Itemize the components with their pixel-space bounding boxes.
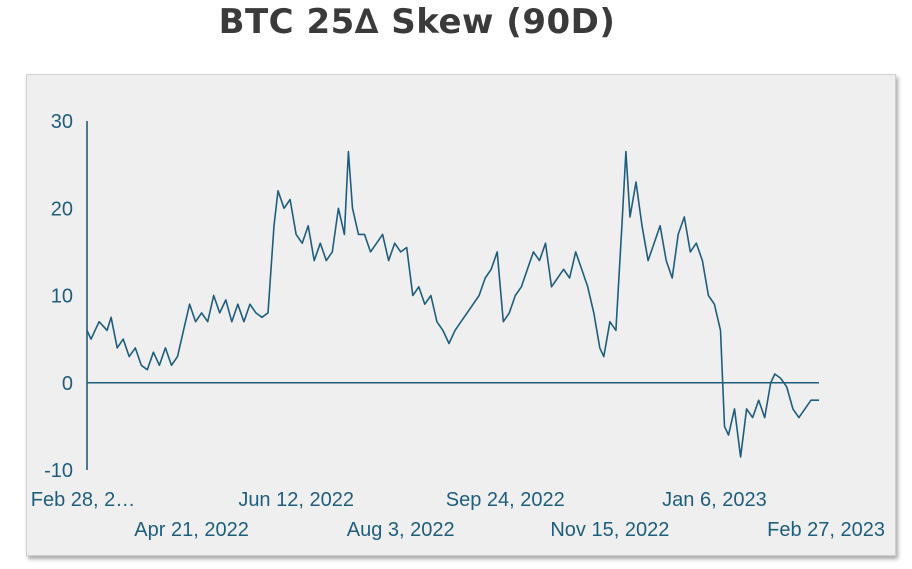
y-tick-label: 10 xyxy=(51,286,73,308)
x-tick-label: Apr 21, 2022 xyxy=(134,519,249,541)
skew-series-line xyxy=(86,150,819,458)
x-tick-label: Nov 15, 2022 xyxy=(550,519,669,541)
y-tick-label: 20 xyxy=(51,198,73,220)
x-tick-label: Feb 27, 2023 xyxy=(767,519,885,541)
line-chart: 30 20 10 0 -10 Feb 28, 2… Apr 21, 2022 Jun 12,… xyxy=(31,111,885,541)
y-tick-label: 30 xyxy=(51,111,73,133)
x-tick-label: Aug 3, 2022 xyxy=(347,519,455,541)
x-tick-label: Sep 24, 2022 xyxy=(446,489,565,511)
chart-title: BTC 25∆ Skew (90D) xyxy=(218,2,616,42)
x-axis-tick-labels: Feb 28, 2… Apr 21, 2022 Jun 12, 2022 Aug 3,… xyxy=(31,489,885,541)
chart-panel: 30 20 10 0 -10 Feb 28, 2… Apr 21, 2022 Jun 12,… xyxy=(26,74,896,556)
y-tick-label: 0 xyxy=(62,373,73,395)
x-tick-label: Jan 6, 2023 xyxy=(662,489,767,511)
y-axis: 30 20 10 0 -10 xyxy=(44,111,88,482)
x-tick-label: Feb 28, 2… xyxy=(31,489,136,511)
y-tick-label: -10 xyxy=(44,460,73,482)
x-tick-label: Jun 12, 2022 xyxy=(238,489,354,511)
